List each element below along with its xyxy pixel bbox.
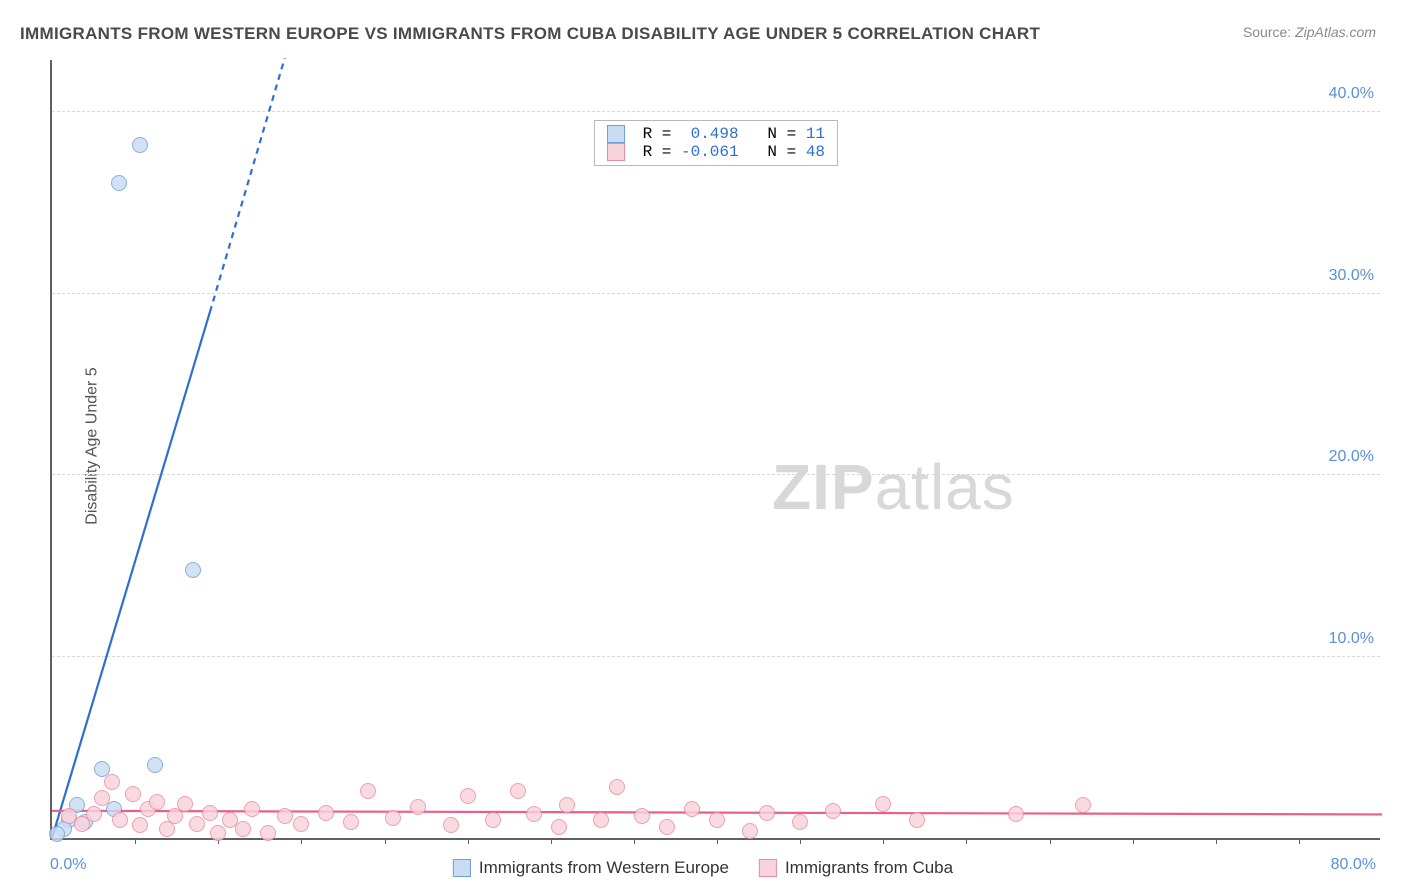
data-point-cuba (260, 825, 276, 841)
data-point-cuba (909, 812, 925, 828)
x-tick-mark (468, 838, 469, 844)
data-point-cuba (443, 817, 459, 833)
gridline (52, 656, 1380, 657)
data-point-cuba (112, 812, 128, 828)
data-point-we (185, 562, 201, 578)
data-point-cuba (244, 801, 260, 817)
data-point-cuba (132, 817, 148, 833)
data-point-cuba (510, 783, 526, 799)
data-point-cuba (684, 801, 700, 817)
chart-title: IMMIGRANTS FROM WESTERN EUROPE VS IMMIGR… (20, 24, 1040, 44)
data-point-cuba (210, 825, 226, 841)
data-point-cuba (759, 805, 775, 821)
x-tick-mark (634, 838, 635, 844)
data-point-we (49, 826, 65, 842)
x-tick-mark (717, 838, 718, 844)
watermark-text: ZIPatlas (772, 450, 1015, 524)
y-tick-label: 20.0% (1329, 448, 1374, 466)
data-point-cuba (125, 786, 141, 802)
x-tick-mark (551, 838, 552, 844)
bottom-legend-item-we: Immigrants from Western Europe (453, 858, 729, 878)
x-axis-origin-label: 0.0% (50, 856, 86, 874)
data-point-cuba (792, 814, 808, 830)
data-point-cuba (293, 816, 309, 832)
gridline (52, 293, 1380, 294)
x-tick-mark (966, 838, 967, 844)
gridline (52, 111, 1380, 112)
data-point-we (111, 175, 127, 191)
x-tick-mark (385, 838, 386, 844)
data-point-cuba (177, 796, 193, 812)
data-point-cuba (1008, 806, 1024, 822)
data-point-cuba (235, 821, 251, 837)
source-citation: Source: ZipAtlas.com (1243, 24, 1376, 40)
legend-label: Immigrants from Western Europe (479, 858, 729, 878)
gridline (52, 474, 1380, 475)
x-tick-mark (1299, 838, 1300, 844)
stats-legend: R = 0.498 N = 11 R = -0.061 N = 48 (594, 120, 838, 166)
data-point-cuba (385, 810, 401, 826)
data-point-cuba (360, 783, 376, 799)
data-point-cuba (318, 805, 334, 821)
x-tick-mark (1133, 838, 1134, 844)
data-point-cuba (86, 806, 102, 822)
bottom-legend-item-cuba: Immigrants from Cuba (759, 858, 953, 878)
data-point-cuba (593, 812, 609, 828)
data-point-cuba (94, 790, 110, 806)
data-point-cuba (104, 774, 120, 790)
bottom-legend: Immigrants from Western Europe Immigrants… (453, 858, 953, 878)
x-tick-mark (1216, 838, 1217, 844)
data-point-cuba (609, 779, 625, 795)
chart-container: IMMIGRANTS FROM WESTERN EUROPE VS IMMIGR… (0, 0, 1406, 892)
x-axis-end-label: 80.0% (1331, 856, 1376, 874)
data-point-cuba (634, 808, 650, 824)
data-point-cuba (659, 819, 675, 835)
legend-row-we: R = 0.498 N = 11 (607, 125, 825, 143)
x-tick-mark (135, 838, 136, 844)
data-point-cuba (485, 812, 501, 828)
source-label: Source: (1243, 24, 1291, 40)
legend-label: Immigrants from Cuba (785, 858, 953, 878)
y-tick-label: 30.0% (1329, 267, 1374, 285)
x-tick-mark (883, 838, 884, 844)
data-point-cuba (410, 799, 426, 815)
data-point-cuba (559, 797, 575, 813)
x-tick-mark (800, 838, 801, 844)
data-point-cuba (343, 814, 359, 830)
data-point-cuba (189, 816, 205, 832)
y-tick-label: 40.0% (1329, 85, 1374, 103)
x-tick-mark (1050, 838, 1051, 844)
source-value: ZipAtlas.com (1295, 24, 1376, 40)
data-point-we (132, 137, 148, 153)
legend-row-cuba: R = -0.061 N = 48 (607, 143, 825, 161)
data-point-cuba (875, 796, 891, 812)
x-tick-mark (301, 838, 302, 844)
data-point-cuba (742, 823, 758, 839)
data-point-cuba (277, 808, 293, 824)
trend-lines (52, 58, 1382, 838)
swatch-icon (453, 859, 471, 877)
data-point-cuba (460, 788, 476, 804)
swatch-icon (607, 125, 625, 143)
data-point-cuba (526, 806, 542, 822)
plot-area: ZIPatlas R = 0.498 N = 11 R = -0.061 N =… (50, 60, 1380, 840)
swatch-icon (607, 143, 625, 161)
data-point-cuba (202, 805, 218, 821)
swatch-icon (759, 859, 777, 877)
y-tick-label: 10.0% (1329, 630, 1374, 648)
data-point-we (147, 757, 163, 773)
data-point-cuba (825, 803, 841, 819)
data-point-cuba (149, 794, 165, 810)
data-point-cuba (709, 812, 725, 828)
data-point-cuba (551, 819, 567, 835)
data-point-cuba (1075, 797, 1091, 813)
